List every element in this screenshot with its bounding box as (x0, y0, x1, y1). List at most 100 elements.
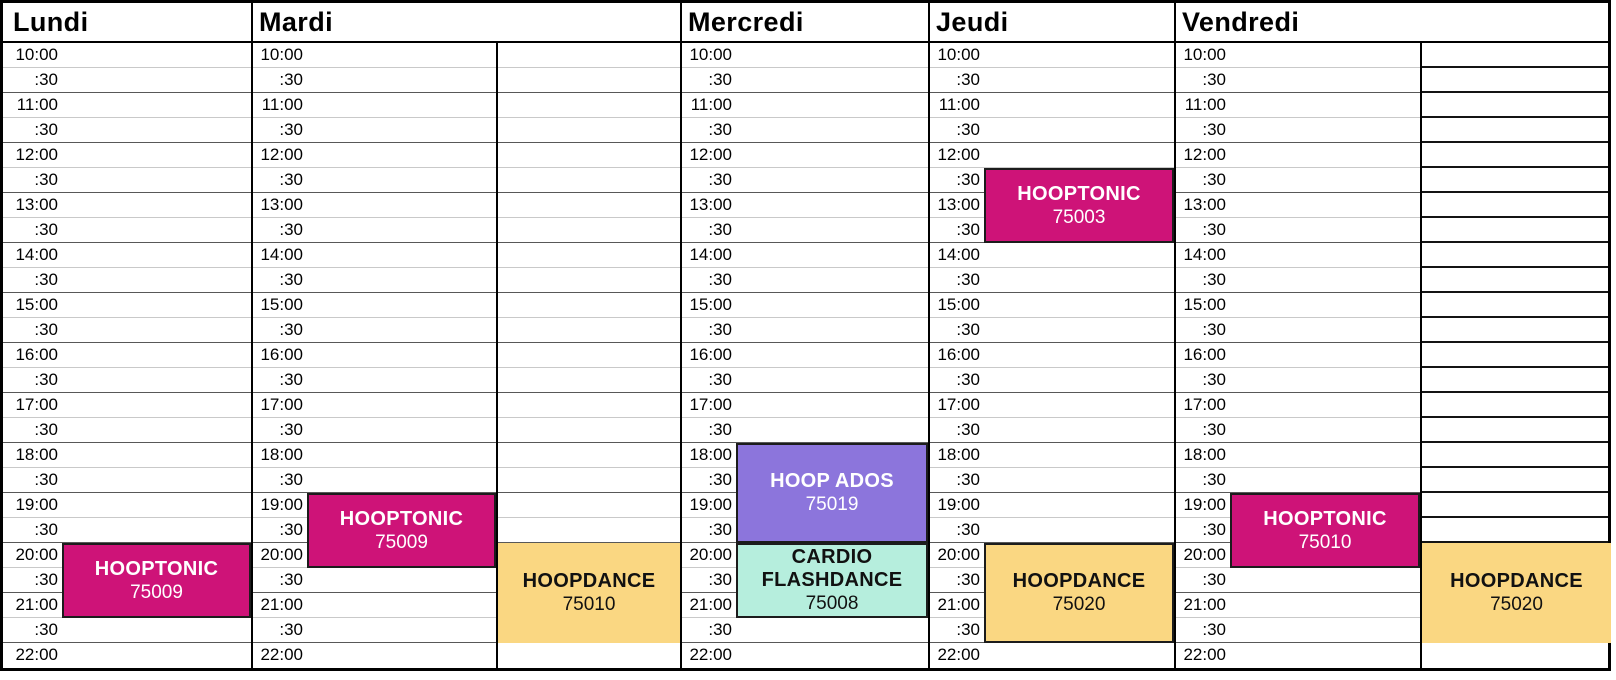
event-title: HOOPDANCE (1012, 570, 1146, 592)
time-label: :30 (956, 270, 980, 289)
time-row: :30 (1174, 218, 1611, 243)
time-row: 16:00 (680, 343, 928, 368)
grid-cell (1420, 468, 1611, 493)
time-label: 15:00 (937, 295, 980, 314)
grid-cell (1420, 393, 1611, 418)
event-code: 75009 (130, 581, 183, 603)
time-row: 12:00 (1174, 143, 1611, 168)
table-border-right (1608, 0, 1611, 671)
time-label: 16:00 (937, 345, 980, 364)
time-label: :30 (279, 270, 303, 289)
grid-cell (1420, 243, 1611, 268)
time-label: 22:00 (260, 645, 303, 664)
event-code: 75008 (805, 593, 859, 614)
time-label: 22:00 (689, 645, 732, 664)
time-row: :30 (680, 418, 928, 443)
event-code: 75003 (1052, 206, 1106, 228)
time-label: :30 (1202, 570, 1226, 589)
day-header-mardi: Mardi (259, 6, 334, 37)
event-hoopdance-75010-mardi[interactable]: HOOPDANCE 75010 (498, 543, 680, 643)
event-hoopdance-75020-jeudi[interactable]: HOOPDANCE 75020 (984, 543, 1174, 643)
time-row: 18:00 (251, 443, 680, 468)
grid-cell (1420, 93, 1611, 118)
time-row: :30 (0, 368, 251, 393)
time-label: 10:00 (689, 45, 732, 64)
time-label: 17:00 (1183, 395, 1226, 414)
time-row: :30 (251, 218, 680, 243)
time-label: 17:00 (15, 395, 58, 414)
grid-cell (1420, 368, 1611, 393)
time-label: 13:00 (1183, 195, 1226, 214)
event-hoop-ados-75019-mercredi[interactable]: HOOP ADOS 75019 (736, 443, 928, 543)
time-label: :30 (956, 320, 980, 339)
time-label: 10:00 (260, 45, 303, 64)
time-label: 18:00 (689, 445, 732, 464)
time-label: 10:00 (1183, 45, 1226, 64)
event-hooptonic-75010-vendredi[interactable]: HOOPTONIC 75010 (1230, 493, 1420, 568)
subcolumn-divider-line (1420, 41, 1422, 671)
time-row: 22:00 (1174, 643, 1611, 668)
time-row: 21:00 (1174, 593, 1611, 618)
day-column-mardi: 10:00:30 11:00:30 12:00:30 13:00:30 14:00:30… (251, 43, 680, 668)
event-code: 75010 (1298, 531, 1352, 553)
event-hooptonic-75009-mardi[interactable]: HOOPTONIC 75009 (307, 493, 496, 568)
time-row: :30 (680, 168, 928, 193)
time-label: 18:00 (937, 445, 980, 464)
event-hoopdance-75020-vendredi[interactable]: HOOPDANCE 75020 (1422, 543, 1611, 643)
time-label: 18:00 (15, 445, 58, 464)
time-label: :30 (708, 170, 732, 189)
time-label: 20:00 (15, 545, 58, 564)
time-label: :30 (956, 220, 980, 239)
time-label: 16:00 (15, 345, 58, 364)
event-hooptonic-75009-lundi[interactable]: HOOPTONIC 75009 (62, 543, 251, 618)
time-row: :30 (680, 368, 928, 393)
event-title: HOOPDANCE (522, 570, 656, 592)
time-label: 14:00 (937, 245, 980, 264)
time-label: 14:00 (689, 245, 732, 264)
time-label: :30 (34, 170, 58, 189)
time-row: :30 (1174, 568, 1611, 593)
event-code: 75020 (1490, 594, 1543, 615)
day-header-vendredi: Vendredi (1182, 6, 1300, 37)
time-row: 14:00 (0, 243, 251, 268)
time-label: :30 (279, 620, 303, 639)
grid-cell (1420, 318, 1611, 343)
time-row: 18:00 (1174, 443, 1611, 468)
time-label: 19:00 (937, 495, 980, 514)
time-row: :30 (928, 318, 1174, 343)
event-cardio-flashdance-75008-mercredi[interactable]: CARDIO FLASHDANCE 75008 (736, 543, 928, 618)
time-row: 10:00 (1174, 43, 1611, 68)
time-row: :30 (0, 218, 251, 243)
event-hooptonic-75003-jeudi[interactable]: HOOPTONIC 75003 (984, 168, 1174, 243)
grid-cell (1420, 68, 1611, 93)
time-row: :30 (928, 268, 1174, 293)
time-label: :30 (34, 370, 58, 389)
time-row: 15:00 (0, 293, 251, 318)
time-row: 19:00 (928, 493, 1174, 518)
time-label: 12:00 (689, 145, 732, 164)
time-label: 11:00 (938, 95, 980, 114)
time-row: :30 (251, 168, 680, 193)
time-row: :30 (680, 268, 928, 293)
time-label: :30 (279, 170, 303, 189)
time-row: 17:00 (251, 393, 680, 418)
time-label: 20:00 (260, 545, 303, 564)
time-row: 18:00 (0, 443, 251, 468)
time-label: :30 (1202, 520, 1226, 539)
time-row: :30 (680, 618, 928, 643)
time-row: :30 (251, 318, 680, 343)
time-label: :30 (708, 70, 732, 89)
day-border-line (928, 0, 930, 671)
time-row: :30 (251, 118, 680, 143)
time-row: 11:00 (928, 93, 1174, 118)
time-row: 21:00 (251, 593, 680, 618)
time-row: :30 (0, 268, 251, 293)
time-row: :30 (928, 418, 1174, 443)
time-row: :30 (0, 618, 251, 643)
time-label: :30 (34, 420, 58, 439)
grid-cell (1420, 518, 1611, 543)
time-label: :30 (279, 570, 303, 589)
event-title: CARDIO FLASHDANCE (761, 546, 903, 591)
time-row: :30 (1174, 68, 1611, 93)
